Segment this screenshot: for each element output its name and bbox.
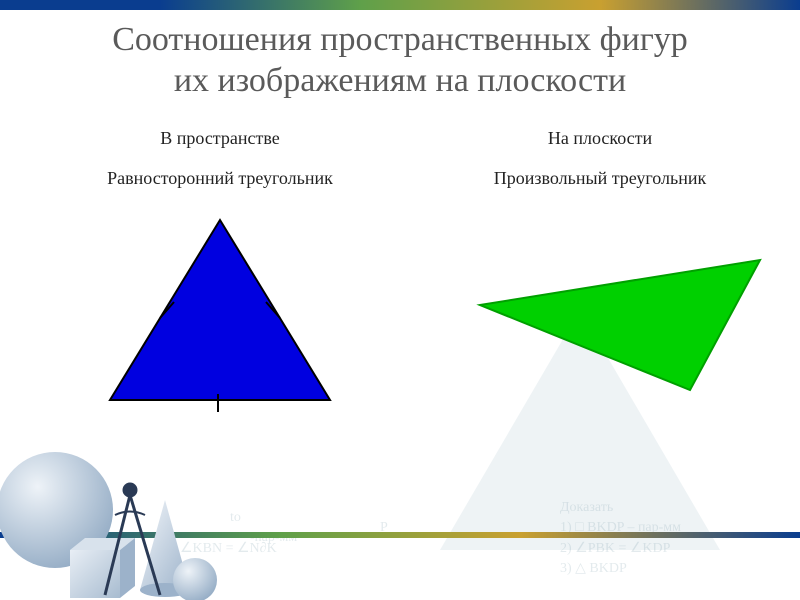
equilateral-triangle bbox=[110, 220, 330, 400]
compass-icon bbox=[105, 484, 160, 595]
right-column-subheader: Произвольный треугольник bbox=[420, 168, 780, 189]
bg-text: 3) △ BKDP bbox=[560, 560, 627, 577]
bottom-color-band bbox=[0, 532, 800, 538]
title-line-1: Соотношения пространственных фигур bbox=[112, 21, 688, 58]
small-sphere-icon bbox=[173, 558, 217, 600]
left-column-header: В пространстве bbox=[40, 128, 400, 149]
sphere-icon bbox=[0, 452, 113, 568]
equilateral-triangle-figure bbox=[40, 200, 400, 420]
cone-icon bbox=[140, 500, 190, 597]
slide: ∠KBN = ∠N∂K P Доказать 1) □ BKDP – пар-м… bbox=[0, 0, 800, 600]
title-line-2: их изображениям на плоскости bbox=[174, 62, 626, 99]
bg-text: Доказать bbox=[560, 500, 613, 516]
arbitrary-triangle-figure bbox=[420, 200, 780, 420]
bg-text: to bbox=[230, 510, 241, 526]
corner-3d-shapes bbox=[0, 400, 260, 600]
left-column-subheader: Равносторонний треугольник bbox=[40, 168, 400, 189]
cube-icon bbox=[70, 538, 135, 598]
bg-text: ∠KBN = ∠N∂K bbox=[180, 540, 277, 557]
bg-text: 2) ∠PBK = ∠KDP bbox=[560, 540, 670, 557]
arbitrary-triangle bbox=[480, 260, 760, 390]
right-column-header: На плоскости bbox=[420, 128, 780, 149]
page-title: Соотношения пространственных фигур их из… bbox=[0, 20, 800, 102]
top-color-band bbox=[0, 0, 800, 10]
